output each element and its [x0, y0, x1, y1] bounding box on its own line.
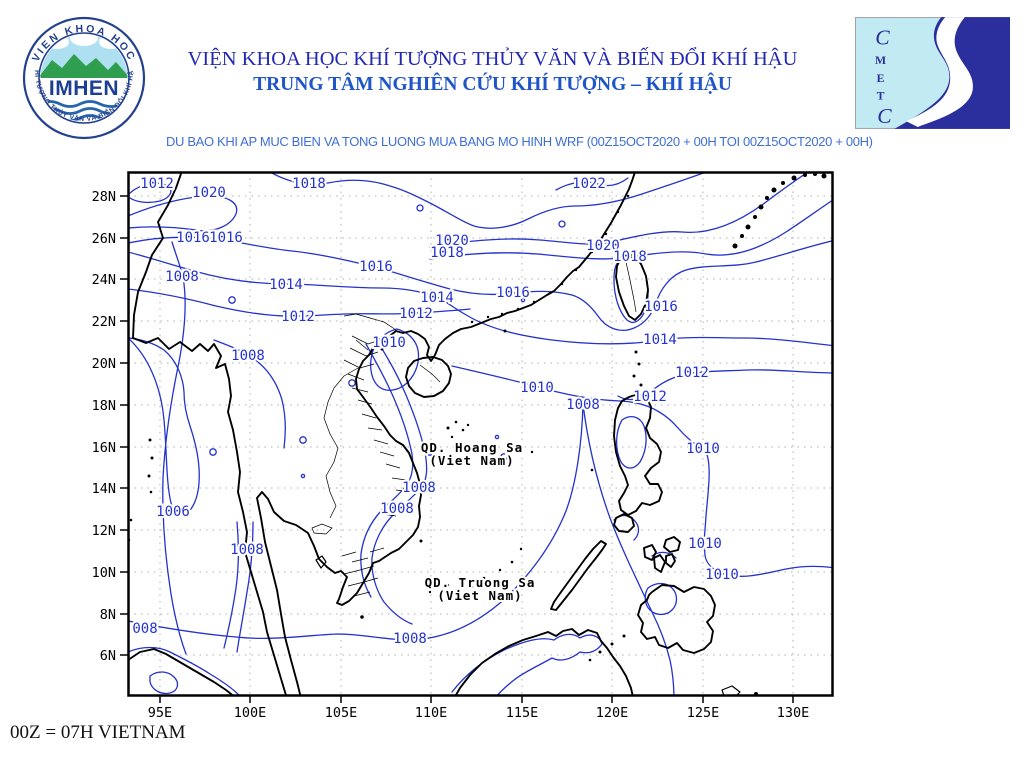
- header-titles: VIỆN KHOA HỌC KHÍ TƯỢNG THỦY VĂN VÀ BIẾN…: [160, 48, 825, 96]
- y-axis-label: 14N: [92, 481, 116, 497]
- isobar-label: 1010: [688, 536, 722, 552]
- isobar-label: 1014: [269, 277, 303, 293]
- y-axis-label: 8N: [100, 607, 116, 623]
- footer-note: 00Z = 07H VIETNAM: [10, 722, 186, 743]
- axis-labels: 95E 100E 105E 110E 115E 120E 125E 130E 28N 26N 24N…: [92, 189, 810, 721]
- x-axis-label: 95E: [148, 705, 172, 721]
- isobar-label: 1006: [156, 504, 190, 520]
- imhen-logo: IMHEN VIEN KHOA HOC KHÍ TƯỢNG THỦY VĂN V…: [19, 11, 146, 145]
- grid-lines: [129, 173, 832, 695]
- coastlines: [129, 173, 741, 695]
- x-axis-label: 130E: [777, 705, 810, 721]
- isobar-label: 1012: [399, 306, 433, 322]
- isobar-label: 1018: [430, 245, 464, 261]
- y-axis-label: 6N: [100, 648, 116, 664]
- isobar-label: 1012: [281, 309, 315, 325]
- place-label: (Viet Nam): [429, 453, 514, 468]
- y-axis-label: 16N: [92, 440, 116, 456]
- isobar-label: 1022: [572, 176, 606, 192]
- province-borders: [311, 261, 637, 597]
- small-islands: [129, 173, 827, 695]
- isobar-label: 1018: [613, 249, 647, 265]
- isobar-label: 1008: [566, 397, 600, 413]
- isobar-label: 1010: [520, 380, 554, 396]
- map-frame: [127, 171, 834, 697]
- y-axis-label: 24N: [92, 272, 116, 288]
- isobar-label: 1008: [393, 631, 427, 647]
- isobar-label: 008: [132, 621, 157, 637]
- cmetc-swoosh: [906, 17, 973, 127]
- org-title-line1: VIỆN KHOA HỌC KHÍ TƯỢNG THỦY VĂN VÀ BIẾN…: [187, 48, 798, 70]
- cmetc-letter-m: M: [875, 54, 886, 67]
- cmetc-letter-c1: C: [875, 26, 890, 50]
- y-axis-label: 28N: [92, 189, 116, 205]
- isobar-label: 1014: [643, 332, 677, 348]
- y-axis-label: 10N: [92, 565, 116, 581]
- org-title-line2: TRUNG TÂM NGHIÊN CỨU KHÍ TƯỢNG – KHÍ HẬU: [253, 74, 732, 95]
- y-axis-label: 20N: [92, 356, 116, 372]
- isobar-label: 1016: [359, 259, 393, 275]
- isobar-label: 1008: [380, 501, 414, 517]
- place-label: QD. Hoang Sa: [421, 440, 523, 455]
- x-axis-label: 115E: [506, 705, 539, 721]
- x-axis-label: 120E: [596, 705, 629, 721]
- isobar-label: 1010: [372, 335, 406, 351]
- cmetc-letter-t: T: [877, 89, 885, 102]
- x-axis-label: 100E: [234, 705, 267, 721]
- isobar-label: 1012: [140, 176, 174, 192]
- x-axis-label: 110E: [415, 705, 448, 721]
- cmetc-letter-e: E: [877, 72, 885, 85]
- cmetc-logo: C M E T C: [855, 17, 1010, 134]
- isobar-label: 1016: [644, 299, 678, 315]
- isobar-contours: [129, 173, 832, 695]
- x-axis-label: 105E: [325, 705, 358, 721]
- y-axis-label: 26N: [92, 231, 116, 247]
- isobar-label: 1018: [292, 176, 326, 192]
- y-axis-label: 22N: [92, 314, 116, 330]
- isobar-label: 1020: [586, 238, 620, 254]
- isobar-label: 1020: [435, 233, 469, 249]
- logo-mountains: [40, 54, 128, 78]
- isobar-label: 1016: [176, 230, 210, 246]
- y-axis-label: 12N: [92, 523, 116, 539]
- isobar-label: 1020: [192, 185, 226, 201]
- isobar-label: 1012: [633, 389, 667, 405]
- x-axis-label: 125E: [687, 705, 720, 721]
- isobar-label: 1008: [402, 480, 436, 496]
- map-title: DU BAO KHI AP MUC BIEN VA TONG LUONG MUA…: [166, 134, 873, 149]
- isobar-label: 1010: [686, 441, 720, 457]
- isobar-label: 1010: [705, 567, 739, 583]
- isobar-label: 1016: [209, 230, 243, 246]
- isobar-label: 1014: [420, 290, 454, 306]
- cmetc-letter-c2: C: [877, 104, 892, 128]
- isobar-label: 1008: [231, 348, 265, 364]
- y-axis-label: 18N: [92, 398, 116, 414]
- isobar-label: 1012: [675, 365, 709, 381]
- isobar-label: 1008: [165, 269, 199, 285]
- isobar-label: 1008: [230, 542, 264, 558]
- isobar-label: 1016: [496, 285, 530, 301]
- place-label: QD. Truong Sa: [425, 575, 536, 590]
- logo-center-text: IMHEN: [49, 77, 119, 100]
- place-label: (Viet Nam): [437, 588, 522, 603]
- place-labels: QD. Hoang Sa(Viet Nam)QD. Truong Sa(Viet…: [419, 438, 537, 605]
